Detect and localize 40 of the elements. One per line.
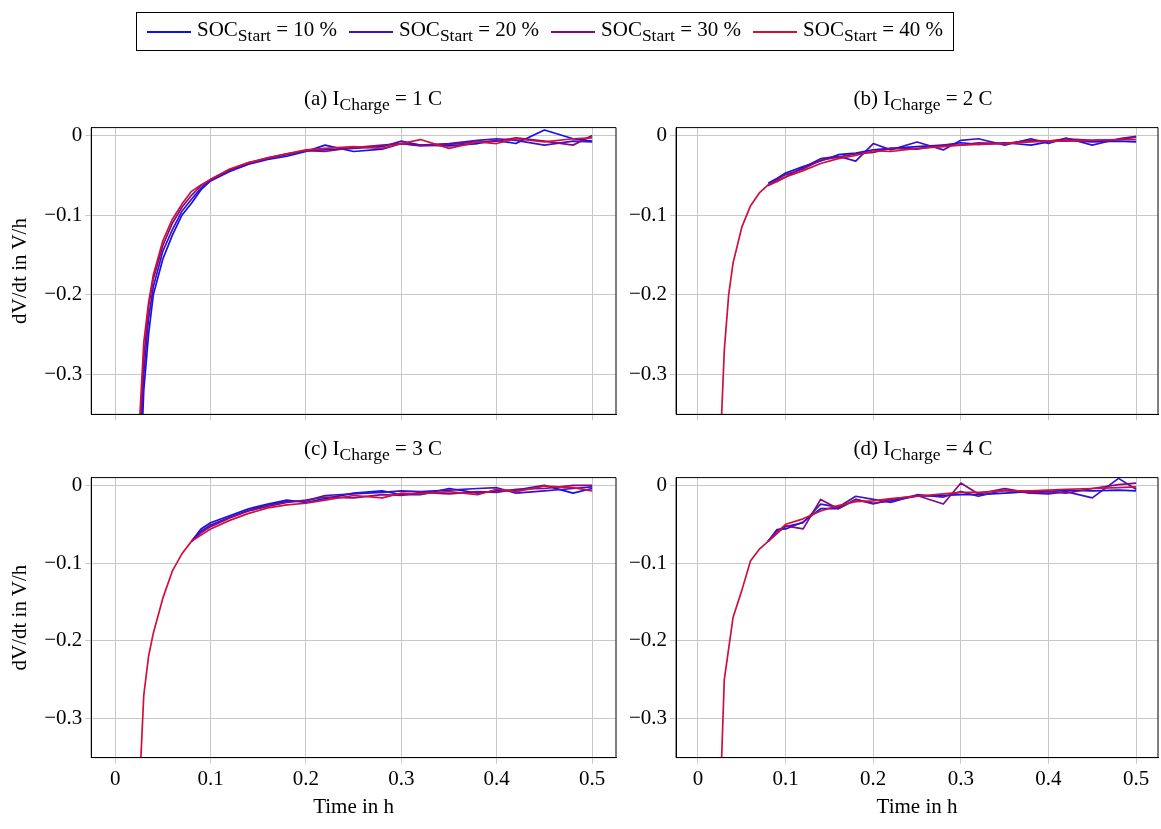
y-axis-title: dV/dt in V/h xyxy=(7,564,32,671)
y-tick-label: −0.2 xyxy=(629,281,668,306)
y-tick-label: −0.2 xyxy=(44,627,83,652)
y-tick-label: −0.2 xyxy=(44,281,83,306)
y-tick-label: −0.1 xyxy=(629,201,668,226)
x-tick-label: 0 xyxy=(109,765,121,790)
x-tick-label: 0.5 xyxy=(579,765,606,790)
y-tick-label: −0.1 xyxy=(44,549,83,574)
x-tick-label: 0.2 xyxy=(292,765,320,790)
y-tick-label: 0 xyxy=(656,471,668,496)
x-tick-label: 0 xyxy=(692,765,704,790)
y-tick-label: −0.2 xyxy=(629,627,668,652)
y-tick-label: 0 xyxy=(656,122,668,147)
legend-label: SOC$_{Start}$ = 30 % xyxy=(601,17,742,47)
x-tick-label: 0.3 xyxy=(388,765,415,790)
legend-label: SOC$_{Start}$ = 20 % xyxy=(399,17,540,47)
y-axis-title: dV/dt in V/h xyxy=(7,217,32,324)
x-tick-label: 0.3 xyxy=(947,765,974,790)
chart-title: (c) I$_{Charge}$ = 3 C xyxy=(303,435,443,465)
y-tick-label: −0.3 xyxy=(629,361,668,386)
y-tick-label: −0.1 xyxy=(44,201,83,226)
x-tick-label: 0.4 xyxy=(1035,765,1063,790)
y-tick-label: −0.1 xyxy=(629,549,668,574)
chart-title: (d) I$_{Charge}$ = 4 C xyxy=(852,435,994,465)
legend-label: SOC$_{Start}$ = 40 % xyxy=(803,17,944,47)
x-tick-label: 0.4 xyxy=(483,765,511,790)
x-axis-title: Time in h xyxy=(876,793,958,818)
y-tick-label: −0.3 xyxy=(44,705,83,730)
x-tick-label: 0.1 xyxy=(772,765,799,790)
chart-title: (a) I$_{Charge}$ = 1 C xyxy=(303,85,443,115)
x-tick-label: 0.1 xyxy=(197,765,224,790)
x-tick-label: 0.2 xyxy=(860,765,887,790)
y-tick-label: −0.3 xyxy=(44,361,83,386)
x-tick-label: 0.5 xyxy=(1122,765,1150,790)
y-tick-label: −0.3 xyxy=(629,705,668,730)
legend-label: SOC$_{Start}$ = 10 % xyxy=(197,17,338,47)
chart-title: (b) I$_{Charge}$ = 2 C xyxy=(852,85,994,115)
y-tick-label: 0 xyxy=(71,471,83,496)
y-tick-label: 0 xyxy=(71,122,83,147)
x-axis-title: Time in h xyxy=(313,793,395,818)
